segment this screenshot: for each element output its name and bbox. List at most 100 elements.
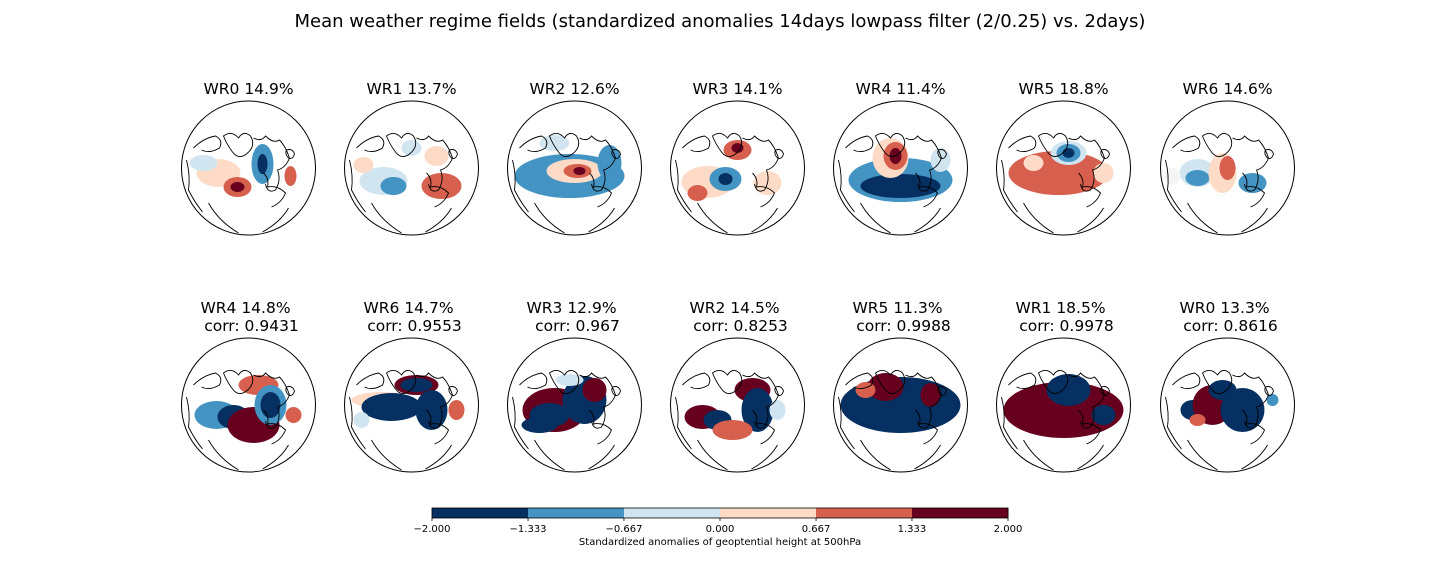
coastline-africa [914,207,941,233]
coastline-scandinavia [774,386,784,396]
coastline-canada [845,372,874,390]
coastline-mediterranean [752,172,776,208]
anomaly-field [1164,153,1267,193]
coastline-pacific [1001,159,1018,213]
anomaly-contour [1208,380,1237,400]
coastline-mediterranean [589,409,613,445]
panel-title: WR0 14.9% [203,80,293,98]
coastline-canada [356,372,385,390]
anomaly-contour [448,400,465,420]
anomaly-field [848,138,953,202]
coastline-mediterranean [1078,172,1102,208]
coastlines [1165,133,1274,234]
globe-outline [670,337,805,473]
anomaly-contour [718,173,733,185]
coastline-america [534,439,565,471]
map-panel: WR3 14.1% [670,80,805,236]
coastline-africa [588,444,615,470]
panel-title: WR3 14.1% [692,80,782,98]
panel-title: WR6 14.7% [363,299,453,317]
globe-disc [181,101,316,235]
anomaly-contour [1093,163,1114,183]
anomaly-field [353,140,462,199]
coastline-canada [1008,135,1037,153]
colorbar: −2.000 −1.333 −0.667 0.000 0.667 1.333 2.000 St… [413,507,1022,548]
colorbar-label: Standardized anomalies of geoptential he… [579,537,861,548]
colorbar-tick-label: 1.333 [898,524,927,535]
coastlines [1001,133,1110,234]
coastline-canada [845,135,874,153]
anomaly-contour [1062,148,1075,158]
anomaly-contour [920,383,941,407]
coastline-mediterranean [426,409,450,445]
anomaly-contour [415,390,448,430]
coastline-scandinavia [448,386,458,396]
panel-title: WR5 11.3% [852,299,942,317]
coastline-america [1187,439,1218,471]
anomaly-contour [424,146,449,166]
globe-outline [344,100,479,236]
anomaly-contour [400,378,433,392]
anomaly-contour [539,135,570,151]
coastline-canada [1008,372,1037,390]
map-panel: WR0 14.9% [181,80,316,236]
coastline-mediterranean [752,409,776,445]
colorbar-tick-label: 0.667 [802,524,831,535]
anomaly-contour [1164,168,1181,184]
anomaly-contour [1011,392,1036,408]
globe-outline [1160,100,1295,236]
anomaly-contour [285,407,302,423]
anomaly-contour [1091,405,1116,425]
coastline-mediterranean [1242,172,1266,208]
coastlines [512,133,621,234]
map-panel: WR3 12.9% corr: 0.967 [507,299,642,473]
globe-outline [344,337,479,473]
panel-corr-label: corr: 0.9431 [204,317,299,335]
globe-outline [181,337,316,473]
coastline-greenland [548,133,580,157]
colorbar-segment [624,508,721,518]
coastline-greenland [222,370,254,394]
coastline-africa [1077,444,1104,470]
globe-outline [996,100,1131,236]
anomaly-field [521,374,607,433]
coastlines [1001,370,1110,471]
map-panel: WR1 18.5% corr: 0.9978 [996,299,1131,473]
globe-outline [181,100,316,236]
panel-title: WR4 11.4% [855,80,945,98]
anomaly-contour [521,417,558,433]
panel-corr-label: corr: 0.8616 [1183,317,1278,335]
globe-outline [833,100,968,236]
coastline-mediterranean [426,172,450,208]
coastline-canada [519,135,548,153]
coastline-pacific [675,396,692,450]
colorbar-tick-label: −1.333 [510,524,547,535]
globe-disc [670,338,805,472]
coastline-scandinavia [1100,386,1110,396]
anomaly-contour [582,378,607,402]
coastline-greenland [874,370,906,394]
anomaly-contour [769,400,786,420]
panel-corr-label: corr: 0.8253 [693,317,788,335]
colorbar-tick-label: −0.667 [605,524,642,535]
anomaly-contour [230,182,245,192]
globe-outline [507,337,642,473]
map-panel: WR2 12.6% [507,80,642,236]
globe-outline [670,100,805,236]
coastlines [1165,370,1274,471]
anomaly-contour [380,177,407,195]
coastline-greenland [874,133,906,157]
coastline-america [860,439,891,471]
anomaly-contour [1219,156,1236,180]
colorbar-segment [528,508,625,518]
anomaly-field [194,375,302,443]
coastline-scandinavia [937,149,947,159]
coastline-canada [519,372,548,390]
coastline-africa [1241,207,1268,233]
anomaly-contour [401,140,422,156]
anomaly-contour [860,174,941,198]
coastline-mediterranean [915,172,939,208]
coastline-pacific [349,159,366,213]
map-panel: WR6 14.7% corr: 0.9553 [344,299,479,473]
coastline-africa [262,444,289,470]
